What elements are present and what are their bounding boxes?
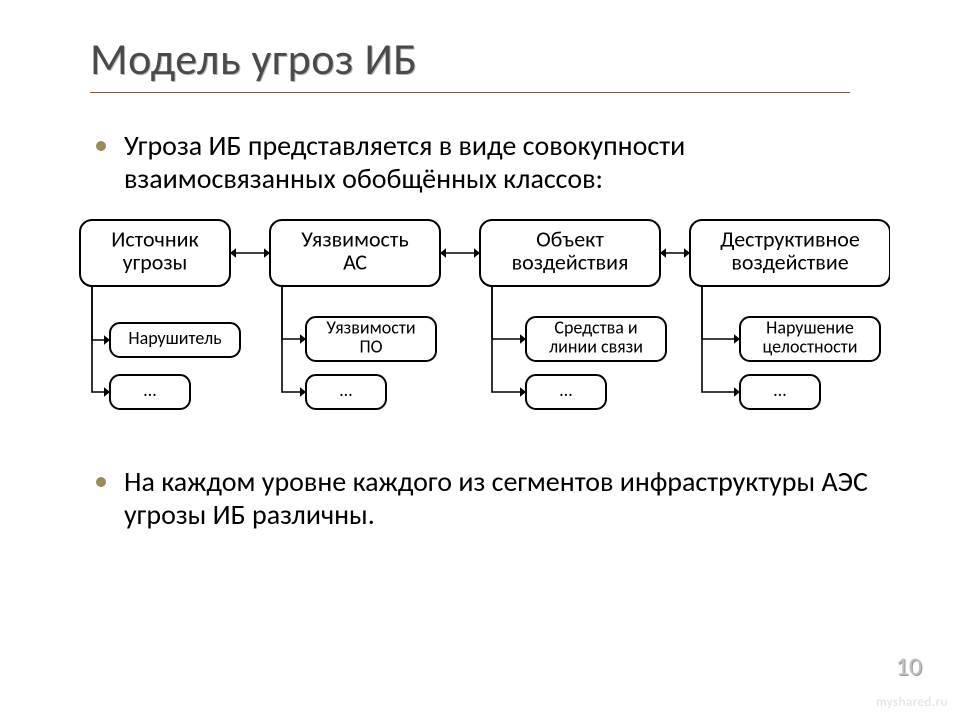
body-list-2: На каждом уровне каждого из сегментов ин…: [90, 465, 890, 531]
svg-text:Средства илинии связи: Средства илинии связи: [549, 317, 643, 358]
bullet-item: Угроза ИБ представляется в виде совокупн…: [90, 129, 890, 195]
watermark: myshared.ru: [876, 695, 948, 710]
title-underline: [90, 92, 850, 93]
diagram-container: ИсточникугрозыУязвимостьАСОбъектвоздейст…: [70, 215, 890, 435]
page-number: 10: [896, 650, 922, 682]
svg-text:…: …: [144, 379, 156, 401]
svg-text:…: …: [560, 379, 572, 401]
svg-text:Деструктивноевоздействие: Деструктивноевоздействие: [720, 226, 860, 276]
body-list: Угроза ИБ представляется в виде совокупн…: [90, 129, 890, 195]
svg-text:Нарушениецелостности: Нарушениецелостности: [763, 317, 858, 358]
svg-text:…: …: [774, 379, 786, 401]
threat-model-diagram: ИсточникугрозыУязвимостьАСОбъектвоздейст…: [70, 215, 890, 435]
slide-title: Модель угроз ИБ: [90, 32, 890, 86]
svg-text:Нарушитель: Нарушитель: [128, 327, 221, 349]
svg-text:Источникугрозы: Источникугрозы: [111, 226, 198, 276]
bullet-item: На каждом уровне каждого из сегментов ин…: [90, 465, 890, 531]
svg-text:…: …: [340, 379, 352, 401]
slide: Модель угроз ИБ Угроза ИБ представляется…: [0, 0, 960, 720]
